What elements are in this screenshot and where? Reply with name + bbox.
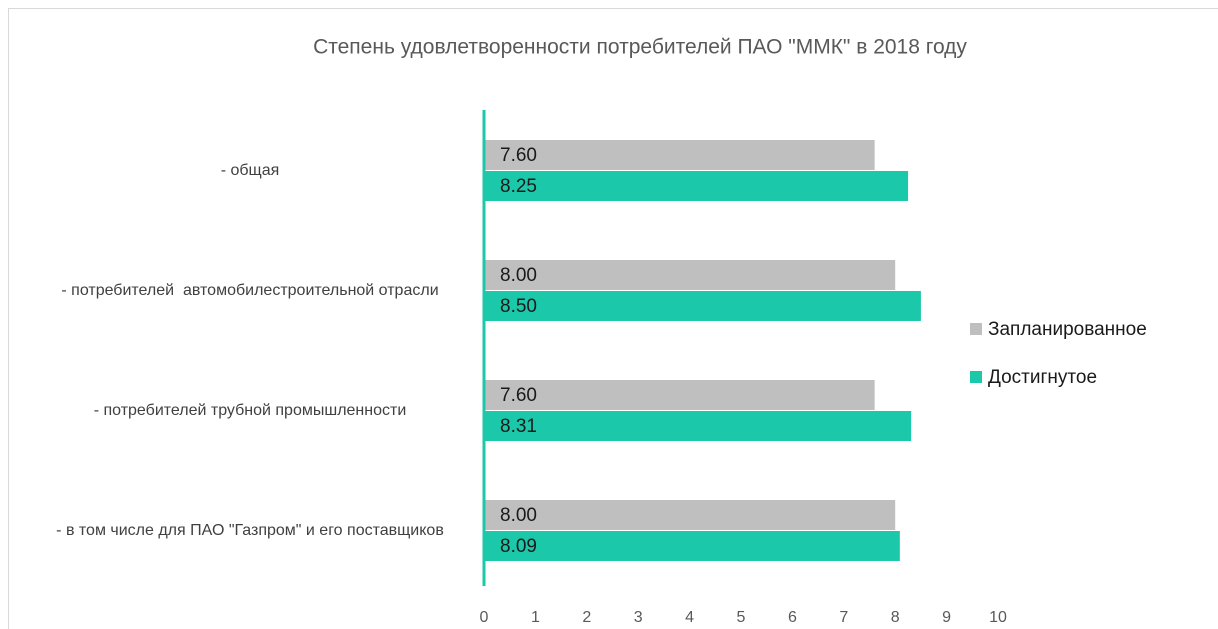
legend-label: Запланированное [988,319,1147,340]
bar [484,500,896,530]
y-tick-label: - потребителей автомобилестроительной от… [61,282,439,299]
bar [484,171,909,201]
data-label: 8.31 [500,416,537,437]
x-tick-label: 7 [839,609,848,626]
bar [484,140,875,170]
x-tick-label: 0 [480,609,489,626]
x-tick-label: 9 [942,609,951,626]
data-label: 7.60 [500,145,537,166]
x-tick-label: 4 [685,609,694,626]
y-tick-label: - потребителей трубной промышленности [93,402,407,419]
x-tick-label: 3 [634,609,643,626]
y-tick-label: - в том числе для ПАО "Газпром" и его по… [56,522,444,539]
bar [484,380,875,410]
y-tick-label: - общая [220,162,280,179]
chart-border [8,8,1218,629]
legend-label: Достигнутое [988,367,1097,388]
x-tick-label: 2 [582,609,591,626]
data-label: 8.00 [500,265,537,286]
chart-title: Степень удовлетворенности потребителей П… [313,36,967,59]
data-label: 7.60 [500,385,537,406]
bar [484,531,900,561]
data-label: 8.50 [500,296,537,317]
data-label: 8.25 [500,176,537,197]
x-tick-label: 8 [891,609,900,626]
legend-swatch [970,323,982,335]
x-tick-label: 5 [737,609,746,626]
x-tick-label: 1 [531,609,540,626]
legend-swatch [970,371,982,383]
bar [484,411,912,441]
bar [484,260,896,290]
x-tick-label: 6 [788,609,797,626]
bar [484,291,921,321]
x-tick-label: 10 [989,609,1007,626]
data-label: 8.00 [500,505,537,526]
data-label: 8.09 [500,536,537,557]
